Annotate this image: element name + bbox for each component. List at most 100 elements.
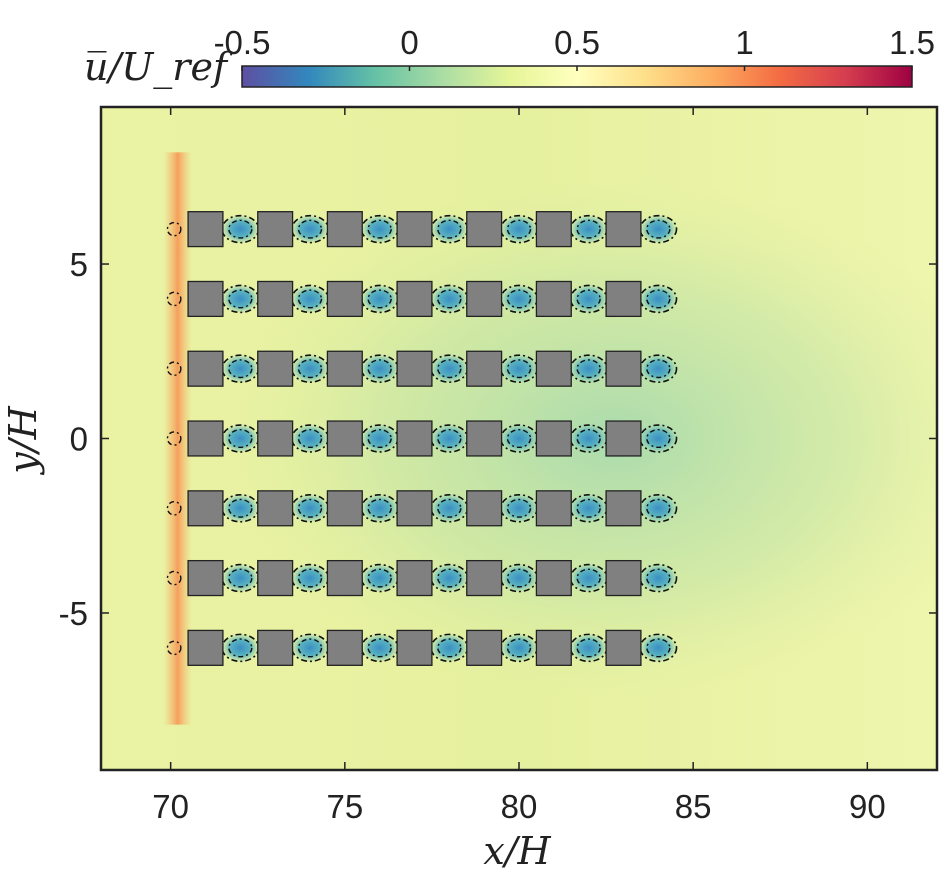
obstacle-block <box>326 629 363 666</box>
recirculation-bubble <box>360 633 399 663</box>
obstacle-block <box>535 280 572 318</box>
obstacle-block <box>326 490 363 527</box>
recirculation-contour <box>639 494 678 523</box>
x-tick-label: 90 <box>849 788 886 825</box>
y-tick-label: 0 <box>70 421 88 458</box>
x-tick-label: 75 <box>326 788 363 825</box>
obstacle-block <box>187 350 224 387</box>
obstacle-block <box>187 490 224 527</box>
recirculation-contour <box>166 431 182 446</box>
obstacle-block <box>396 350 433 387</box>
obstacle-block <box>187 280 224 318</box>
obstacle-block <box>605 420 642 457</box>
recirculation-bubble <box>430 493 469 523</box>
x-tick-label: 70 <box>152 788 189 825</box>
obstacle-block <box>535 350 572 387</box>
recirculation-bubble <box>221 214 260 244</box>
colorbar-tick-label: 1.5 <box>889 24 935 61</box>
recirculation-contour <box>646 359 671 379</box>
y-axis-label: y/H <box>1 405 45 475</box>
colorbar-ticks: -0.5 0 0.5 1 1.5 <box>214 24 935 71</box>
recirculation-contour <box>166 291 182 307</box>
recirculation-contour <box>437 638 462 658</box>
obstacle-block <box>466 559 503 597</box>
y-tick-label: -5 <box>59 595 88 632</box>
recirculation-contour <box>506 638 532 658</box>
recirculation-contour <box>639 424 678 453</box>
recirculation-bubble <box>221 493 260 523</box>
recirculation-bubble <box>569 563 608 593</box>
recirculation-contour <box>437 219 462 239</box>
y-axis-ticks: -5 0 5 <box>59 246 937 632</box>
obstacle-block <box>257 350 294 387</box>
obstacle-block <box>187 420 224 457</box>
recirculation-contour <box>576 498 601 518</box>
colorbar: u̅/U_ref -0.5 0 0.5 1 1.5 <box>84 24 935 90</box>
recirculation-bubble <box>290 214 330 244</box>
obstacle-block <box>326 559 363 597</box>
recirculation-contour <box>297 289 323 309</box>
recirculation-contour <box>506 359 532 379</box>
obstacle-block <box>605 629 642 666</box>
recirculation-bubble <box>499 493 539 523</box>
recirculation-contour <box>639 284 678 314</box>
recirculation-contour <box>576 289 601 309</box>
recirculation-contour <box>576 568 601 588</box>
obstacle-block <box>257 420 294 457</box>
recirculation-contour <box>297 429 323 448</box>
recirculation-bubble <box>360 284 399 314</box>
recirculation-contour <box>367 429 392 448</box>
recirculation-bubble <box>639 633 678 663</box>
obstacle-block <box>466 490 503 527</box>
recirculation-bubble <box>221 633 260 663</box>
recirculation-contour <box>506 568 532 588</box>
obstacle-block <box>326 280 363 318</box>
recirculation-contour <box>367 498 392 518</box>
recirculation-contour <box>297 498 323 518</box>
obstacle-block <box>535 420 572 457</box>
obstacle-block <box>535 559 572 597</box>
recirculation-contour <box>367 289 392 309</box>
recirculation-bubble <box>360 214 399 244</box>
recirculation-bubble <box>569 633 608 663</box>
obstacle-block <box>535 629 572 666</box>
recirculation-bubble <box>430 423 469 454</box>
recirculation-bubble <box>499 563 539 593</box>
recirculation-contour <box>297 359 323 379</box>
recirculation-contour <box>437 568 462 588</box>
recirculation-bubble <box>639 563 678 593</box>
obstacle-block <box>396 629 433 666</box>
obstacle-block <box>326 211 363 248</box>
recirculation-contour <box>506 219 532 239</box>
recirculation-contour <box>576 359 601 379</box>
recirculation-contour <box>228 219 253 239</box>
recirculation-contour <box>166 570 182 586</box>
recirculation-bubble <box>430 563 469 593</box>
recirculation-bubble <box>290 423 330 454</box>
colorbar-label: u̅/U_ref <box>84 45 233 90</box>
obstacle-block <box>396 211 433 248</box>
obstacle-block <box>257 629 294 666</box>
obstacle-block <box>466 350 503 387</box>
recirculation-contour <box>646 219 671 239</box>
recirculation-bubble <box>290 354 330 384</box>
x-tick-label: 80 <box>501 788 538 825</box>
recirculation-bubble <box>639 214 678 244</box>
recirculation-bubble <box>639 284 678 314</box>
recirculation-bubble <box>221 423 260 454</box>
recirculation-contour <box>367 568 392 588</box>
obstacle-block <box>396 280 433 318</box>
recirculation-bubble <box>499 284 539 314</box>
recirculation-bubble <box>360 354 399 384</box>
obstacle-block <box>396 559 433 597</box>
obstacle-block <box>466 629 503 666</box>
recirculation-bubble <box>499 214 539 244</box>
recirculation-contour <box>576 429 601 448</box>
recirculation-contour <box>166 500 182 516</box>
recirculation-contour <box>646 289 671 309</box>
obstacle-block <box>605 490 642 527</box>
y-tick-label: 5 <box>70 246 88 283</box>
recirculation-contour <box>437 289 462 309</box>
colorbar-tick-label: -0.5 <box>214 24 271 61</box>
